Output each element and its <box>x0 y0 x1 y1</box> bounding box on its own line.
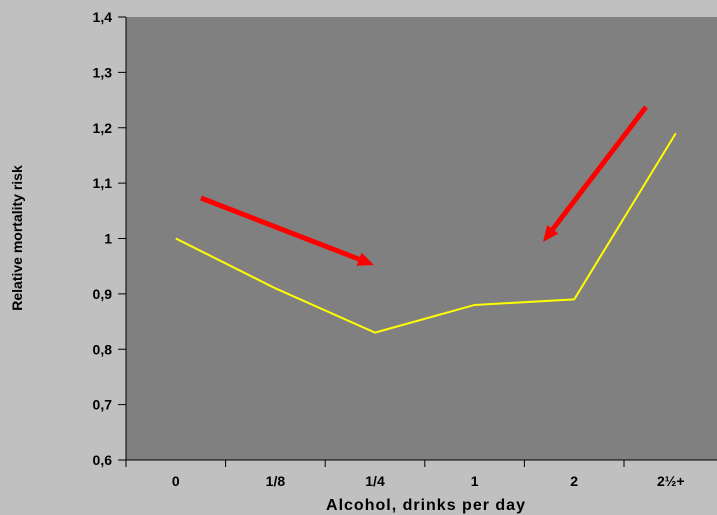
x-tick-label: 1/8 <box>266 473 286 489</box>
y-tick-label: 0,6 <box>93 452 113 468</box>
y-axis-title: Relative mortality risk <box>9 165 25 311</box>
x-tick-label: 2½+ <box>657 473 685 489</box>
y-tick-label: 1 <box>104 231 112 247</box>
y-tick-label: 1,4 <box>93 9 113 25</box>
series-layer <box>175 132 677 334</box>
plot-area <box>126 17 717 460</box>
x-tick-label: 1/4 <box>365 473 385 489</box>
x-tick-label: 0 <box>172 473 180 489</box>
y-tick-label: 1,1 <box>93 175 113 191</box>
x-axis-title: Alcohol, drinks per day <box>326 497 526 514</box>
y-tick-label: 0,9 <box>93 286 113 302</box>
y-tick-label: 1,2 <box>93 120 113 136</box>
y-tick-label: 1,3 <box>93 64 113 80</box>
annotation-arrow <box>543 105 648 242</box>
x-axis: 0 1/8 1/4 1 2 2½+ <box>125 459 717 489</box>
series-line <box>175 132 677 334</box>
x-tick-label: 1 <box>471 473 479 489</box>
y-tick-label: 0,7 <box>93 397 113 413</box>
y-axis: 0,6 0,7 0,8 0,9 1 1,1 1,2 1,3 1,4 <box>93 9 127 468</box>
annotation-layer <box>200 105 648 266</box>
annotation-arrow <box>200 195 374 266</box>
y-tick-label: 0,8 <box>93 341 113 357</box>
x-tick-label: 2 <box>570 473 578 489</box>
